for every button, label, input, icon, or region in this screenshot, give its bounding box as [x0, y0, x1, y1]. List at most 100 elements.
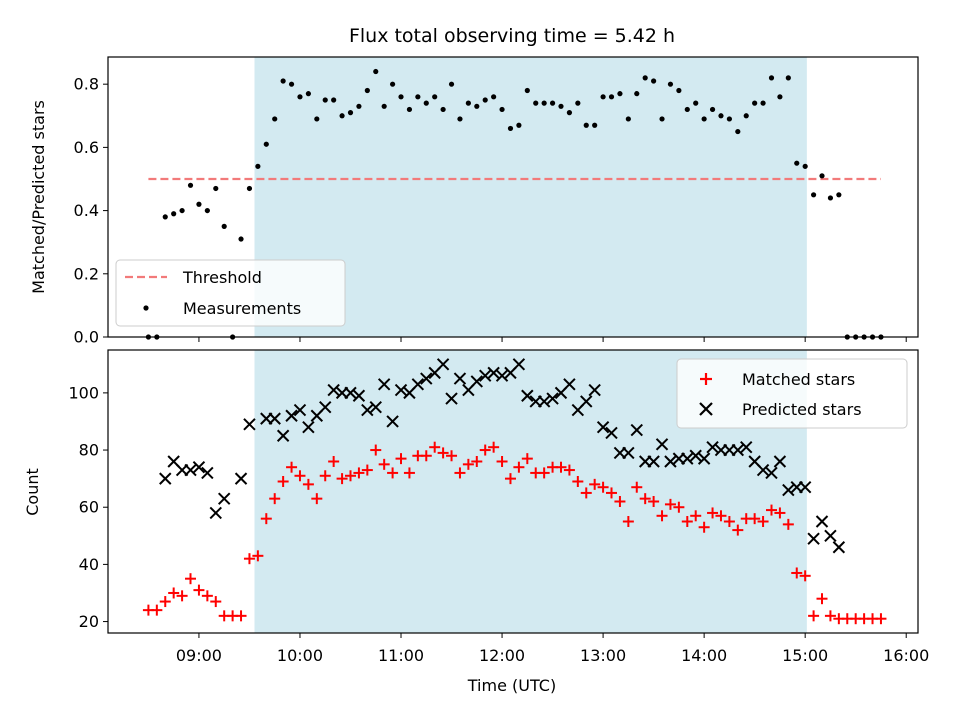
matched-star-point	[302, 478, 314, 490]
measurement-point	[162, 214, 168, 220]
x-marker-stroke	[630, 423, 643, 437]
count-plot-panel: 20 40 60 80 100 09:00 10:00 11:00 12:00 13:00 14:…	[23, 349, 929, 695]
measurement-point	[221, 223, 227, 229]
measurement-point	[524, 87, 530, 94]
x-marker-stroke	[285, 409, 298, 422]
measurement-point	[339, 113, 345, 119]
x-tick-label: 15:00	[782, 646, 828, 665]
matched-star-point	[597, 481, 609, 493]
x-marker-stroke	[369, 400, 382, 414]
predicted-star-point	[436, 358, 450, 371]
x-marker-stroke	[622, 446, 635, 460]
x-marker-stroke	[293, 403, 307, 417]
measurement-point	[735, 128, 741, 135]
predicted-star-point	[352, 389, 366, 402]
x-marker-stroke	[580, 395, 593, 408]
measurement-point	[693, 100, 699, 106]
x-marker-stroke	[436, 358, 450, 371]
predicted-star-point	[512, 358, 526, 371]
matched-star-point	[344, 470, 356, 482]
measurement-point	[331, 97, 337, 103]
x-marker-stroke	[773, 455, 787, 468]
predicted-star-point	[445, 392, 458, 405]
matched-star-point	[589, 478, 601, 490]
x-marker-stroke	[159, 472, 172, 485]
predicted-star-point	[495, 369, 509, 382]
matched-star-point	[648, 496, 660, 508]
measurement-point	[423, 100, 429, 106]
matched-star-point	[193, 584, 205, 596]
predicted-star-point	[192, 460, 206, 474]
x-tick-label: 13:00	[580, 646, 626, 665]
x-tick-label: 10:00	[277, 646, 323, 665]
measurement-point	[272, 116, 278, 122]
matched-star-point	[235, 610, 247, 622]
matched-star-point	[614, 496, 626, 508]
matched-star-point	[656, 510, 668, 522]
x-marker-stroke	[302, 420, 315, 434]
matched-star-point	[496, 455, 508, 467]
matched-star-point	[572, 475, 584, 487]
measurement-point	[196, 201, 202, 207]
measurement-point	[373, 68, 379, 75]
x-tick-label: 11:00	[378, 646, 424, 665]
measurement-point	[533, 100, 539, 106]
matched-star-point	[252, 550, 264, 562]
matched-star-point	[328, 455, 340, 467]
predicted-star-point	[546, 392, 559, 405]
x-marker-stroke	[824, 529, 837, 543]
measurement-point	[566, 110, 573, 116]
predicted-star-point	[209, 506, 222, 520]
measurement-point	[415, 94, 421, 100]
measurement-point	[600, 94, 606, 100]
predicted-star-point	[580, 395, 593, 408]
predicted-star-point	[689, 449, 702, 462]
x-marker-stroke	[537, 395, 551, 408]
matched-star-point	[336, 473, 348, 485]
matched-star-point	[824, 610, 836, 622]
predicted-star-point	[319, 400, 332, 414]
x-marker-stroke	[748, 455, 761, 468]
measurement-point	[432, 94, 438, 100]
measurement-point	[718, 113, 724, 119]
measurement-point	[575, 100, 581, 106]
x-marker-stroke	[327, 383, 340, 397]
legend-label-predicted-stars: Predicted stars	[742, 400, 862, 419]
x-marker-stroke	[386, 415, 399, 428]
x-marker-stroke	[706, 440, 719, 454]
matched-star-point	[513, 461, 525, 473]
measurement-point	[777, 94, 783, 100]
matched-star-point	[816, 593, 828, 605]
matched-star-point	[774, 507, 786, 519]
matched-star-point	[437, 447, 449, 459]
measurement-point	[288, 81, 295, 87]
x-marker-stroke	[588, 383, 601, 397]
predicted-star-point	[386, 415, 399, 428]
matched-star-point	[210, 596, 222, 608]
x-tick-label: 12:00	[479, 646, 525, 665]
x-marker-stroke	[184, 463, 197, 477]
matched-star-point	[403, 467, 415, 479]
measurement-point	[398, 94, 404, 100]
matched-star-point	[395, 453, 407, 465]
predicted-star-point	[681, 452, 694, 465]
measurement-point	[785, 75, 791, 81]
x-marker-stroke	[479, 369, 492, 382]
x-marker-stroke	[512, 358, 526, 371]
predicted-star-point	[276, 429, 290, 442]
measurement-point	[625, 116, 631, 122]
measurement-point	[583, 122, 589, 128]
measurement-point	[810, 192, 817, 198]
legend-label-measurements: Measurements	[183, 299, 301, 318]
y-tick-label: 60	[79, 498, 99, 517]
x-axis-ticks: 09:00 10:00 11:00 12:00 13:00 14:00 15:00 16:00	[176, 633, 929, 665]
predicted-star-point	[479, 369, 492, 382]
measurement-point	[280, 78, 286, 84]
matched-star-point	[782, 518, 794, 530]
measurement-point	[752, 100, 758, 106]
predicted-star-point	[798, 481, 812, 494]
x-marker-stroke	[495, 369, 509, 382]
x-marker-stroke	[681, 452, 694, 465]
measurement-point	[255, 163, 261, 169]
